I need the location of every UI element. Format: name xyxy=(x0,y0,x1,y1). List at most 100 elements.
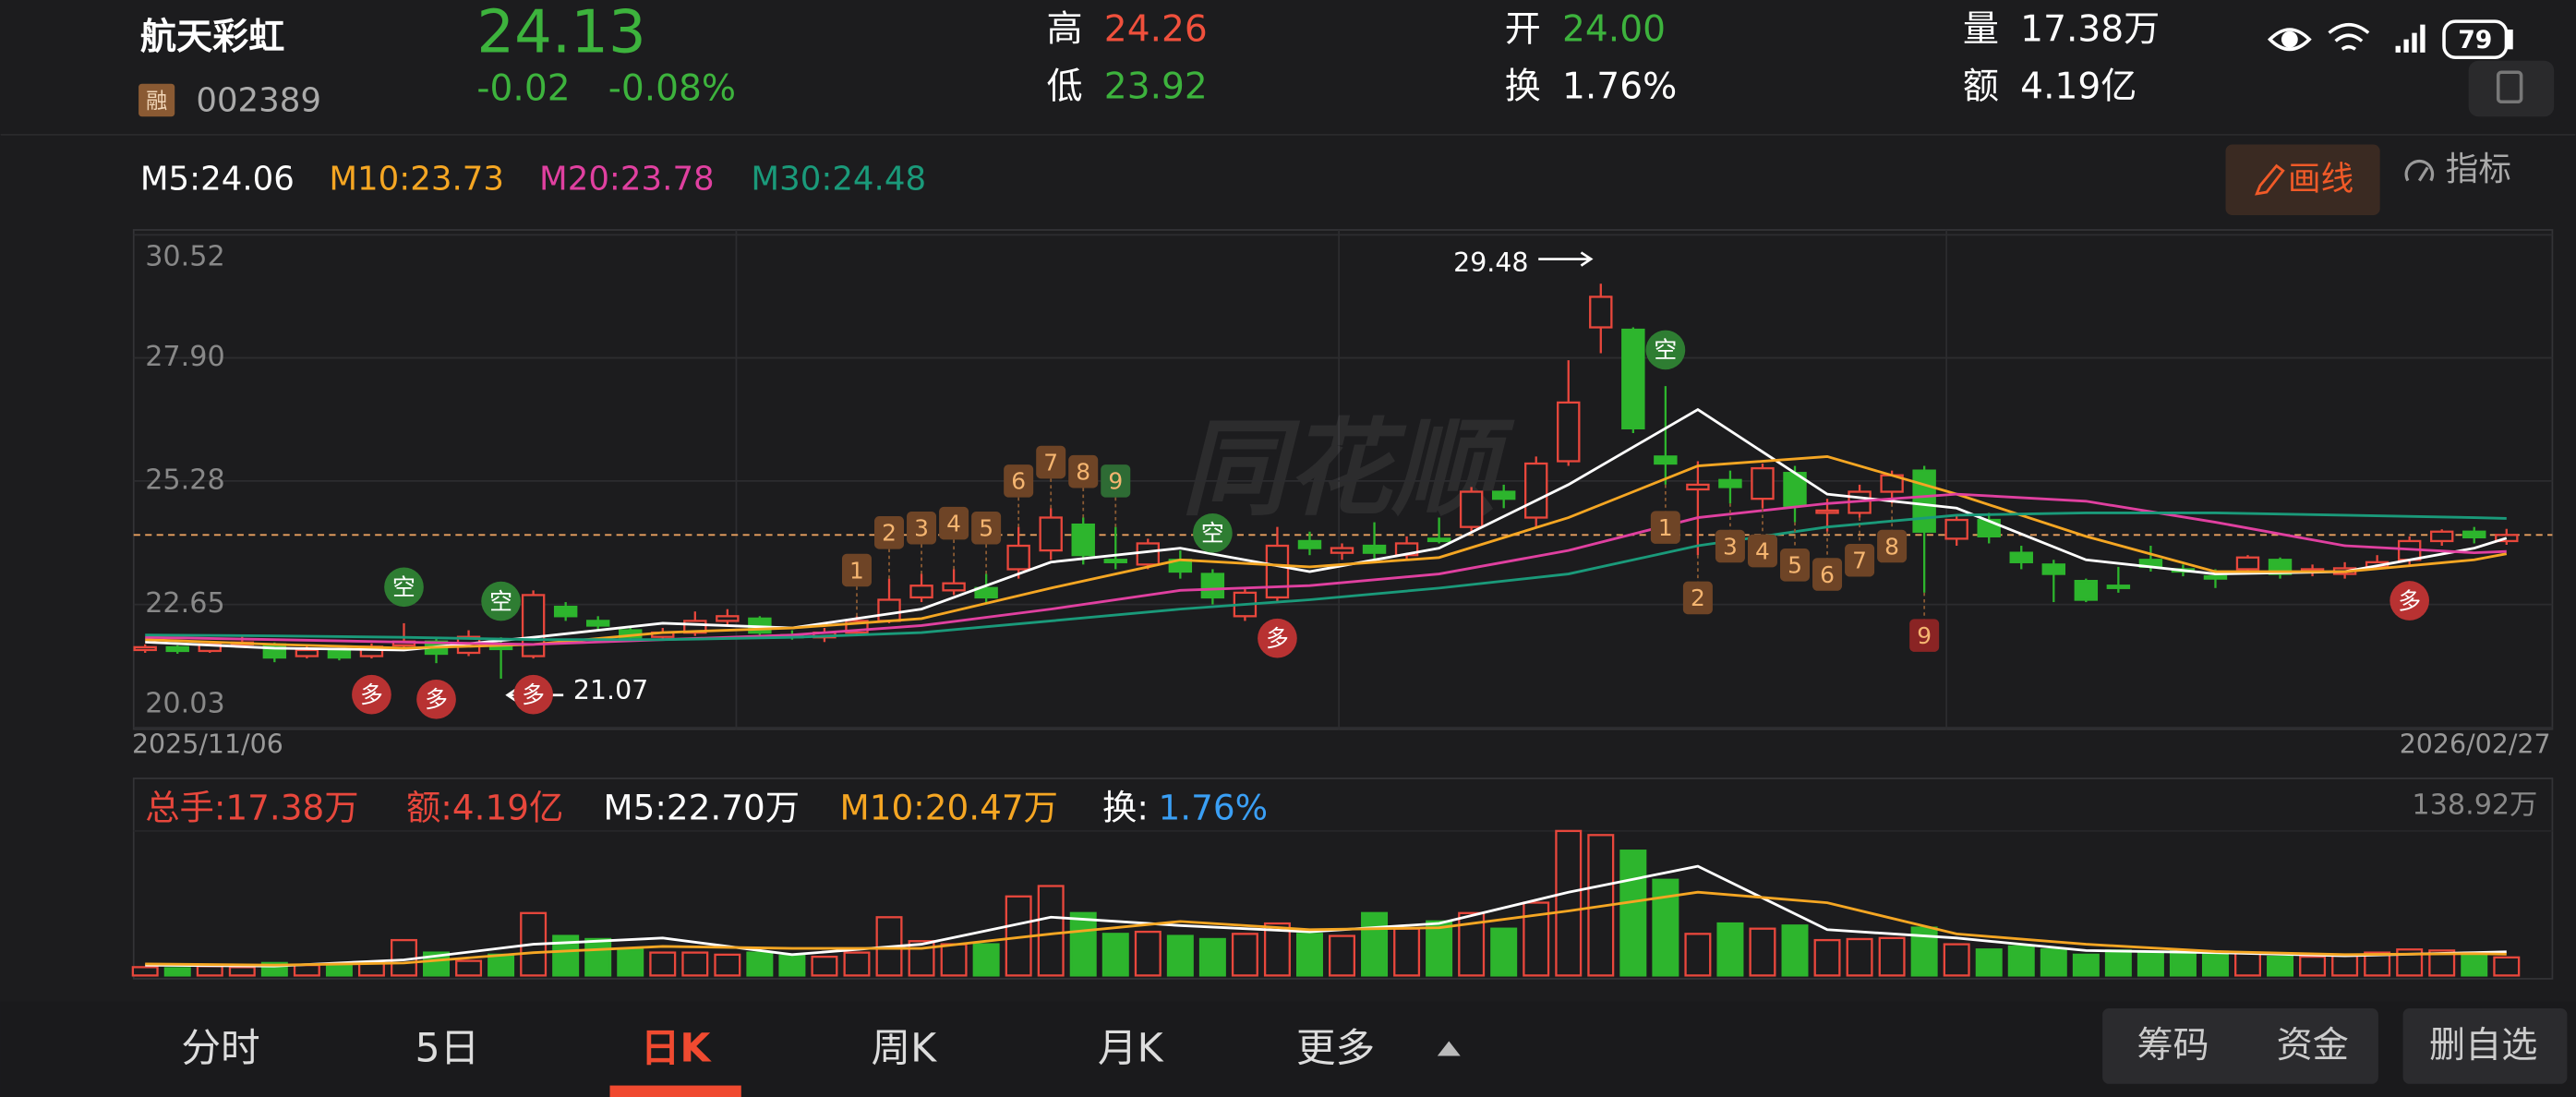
change: -0.02 xyxy=(476,67,570,109)
corner-button[interactable] xyxy=(2468,60,2555,117)
candle-body xyxy=(1621,328,1645,430)
volume-bar xyxy=(1619,850,1647,977)
candle-body xyxy=(2041,563,2066,575)
volume-bar xyxy=(196,965,223,977)
status-icons xyxy=(2267,19,2555,117)
tag-box xyxy=(841,553,872,587)
volume-bar xyxy=(1329,934,1356,977)
signal-dot xyxy=(2389,581,2430,621)
ma-legend: M10:23.73 xyxy=(329,161,504,199)
volume-legend: M10:20.47万 xyxy=(839,787,1057,827)
tag-box xyxy=(1812,558,1843,591)
volume-bar xyxy=(1101,933,1129,977)
tag-box xyxy=(1715,529,1745,563)
candle-body xyxy=(327,648,352,659)
candle-body xyxy=(1751,466,1775,500)
candle-body xyxy=(1103,559,1127,563)
volume-bar xyxy=(1263,922,1291,977)
candle-body xyxy=(909,585,933,599)
candle-body xyxy=(1718,478,1742,488)
volume-bar xyxy=(1069,911,1097,977)
tag-label: 5 xyxy=(979,515,993,542)
volume-bar xyxy=(2137,951,2164,977)
volume-bar xyxy=(1393,927,1421,977)
volume-bar xyxy=(1846,937,1873,977)
volume-bar xyxy=(228,966,256,977)
candle-body xyxy=(1912,469,1936,533)
tab[interactable]: 周K xyxy=(872,1026,938,1072)
candle-body xyxy=(295,648,319,657)
candle-body xyxy=(2429,530,2454,543)
candle-body xyxy=(1297,539,1322,549)
candle-body xyxy=(2235,556,2260,571)
signal-dot xyxy=(416,679,456,719)
signal-label: 多 xyxy=(425,686,448,713)
stat-label: 额 xyxy=(1963,66,1999,108)
candle-body xyxy=(1136,542,1161,566)
tag-label: 6 xyxy=(1820,561,1835,588)
tag-box xyxy=(1650,511,1680,544)
battery-tip xyxy=(2504,30,2513,50)
stat-label: 高 xyxy=(1047,8,1083,50)
y-tick-label: 25.28 xyxy=(145,464,225,496)
ma-legend: M30:24.48 xyxy=(751,161,926,199)
tab[interactable]: 日K xyxy=(641,1026,713,1072)
wifi-icon xyxy=(2328,22,2370,51)
candle-body xyxy=(585,620,610,627)
side-button[interactable]: 筹码 xyxy=(2137,1025,2209,1067)
tab[interactable]: 更多 xyxy=(1296,1026,1375,1072)
candle-body xyxy=(521,594,546,657)
volume-bar xyxy=(2104,949,2132,977)
candle-body xyxy=(2074,580,2099,601)
candle-body xyxy=(1071,523,1095,557)
signal-label: 多 xyxy=(2398,587,2421,614)
tab-underline xyxy=(609,1085,741,1097)
tab[interactable]: 5日 xyxy=(415,1026,480,1072)
signal-dot xyxy=(352,674,391,715)
ma-line xyxy=(145,511,2507,642)
candle-body xyxy=(1815,509,1839,514)
draw-button[interactable] xyxy=(2225,144,2380,215)
stat-label: 开 xyxy=(1505,8,1541,50)
volume-bar xyxy=(811,955,838,977)
volume-bar xyxy=(714,953,741,977)
tab[interactable]: 分时 xyxy=(181,1026,259,1072)
draw-label[interactable]: 画线 xyxy=(2288,161,2353,199)
candle-body xyxy=(2495,534,2519,543)
stock-code: 002389 xyxy=(196,81,321,119)
candle-body xyxy=(553,605,578,618)
x-tick-label: 2025/11/06 xyxy=(132,729,283,759)
signal-dot xyxy=(1645,330,1686,370)
more-arrow xyxy=(1437,1041,1461,1056)
candle-body xyxy=(133,645,157,652)
tag-label: 9 xyxy=(1917,622,1932,649)
volume-bar xyxy=(2040,948,2067,977)
volume-bar xyxy=(1134,930,1162,977)
price: 24.13 xyxy=(476,0,645,67)
tag-label: 7 xyxy=(1043,449,1058,476)
candle-body xyxy=(974,586,998,599)
tag-box xyxy=(1877,529,1908,563)
signal-label: 多 xyxy=(360,681,383,708)
candle-body xyxy=(1006,544,1030,571)
side-button[interactable]: 删自选 xyxy=(2429,1025,2537,1067)
tag-box xyxy=(1068,454,1099,488)
indicator-label[interactable]: 指标 xyxy=(2446,151,2511,188)
signal-dot xyxy=(1258,618,1297,658)
candle-body xyxy=(2203,574,2228,580)
tab[interactable]: 月K xyxy=(1098,1026,1164,1072)
pencil-icon xyxy=(2255,163,2285,196)
stat-label: 量 xyxy=(1963,8,1999,50)
volume-bar xyxy=(293,963,320,977)
signal-dot xyxy=(513,674,553,715)
volume-bar xyxy=(1975,948,2003,977)
tag-label: 1 xyxy=(849,557,864,584)
side-button[interactable]: 资金 xyxy=(2277,1025,2349,1067)
volume-bar xyxy=(1166,934,1194,977)
side-button-group xyxy=(2102,1007,2378,1084)
battery-level: 79 xyxy=(2458,26,2492,54)
signal-label: 多 xyxy=(522,681,545,708)
stat-label: 换 xyxy=(1505,66,1541,108)
volume-bar xyxy=(2201,953,2229,977)
volume-bar xyxy=(1813,938,1841,977)
